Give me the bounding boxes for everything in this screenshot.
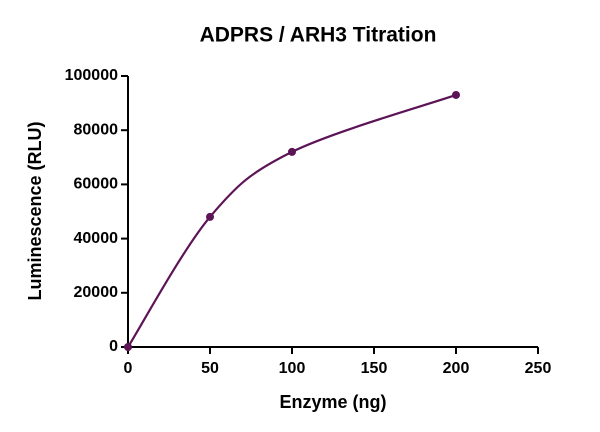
y-axis-label: Luminescence (RLU) [25, 121, 45, 300]
y-tick-label: 40000 [74, 230, 119, 247]
x-tick-label: 0 [124, 360, 133, 377]
x-tick-label: 150 [361, 360, 388, 377]
chart-title: ADPRS / ARH3 Titration [200, 24, 437, 47]
data-line [127, 93, 457, 348]
data-point [206, 212, 214, 221]
x-axis-label: Enzyme (ng) [279, 392, 386, 412]
data-point [288, 147, 296, 156]
y-tick-label: 80000 [74, 121, 119, 138]
data-point [452, 90, 460, 99]
y-tick-label: 100000 [65, 67, 118, 84]
x-tick-label: 100 [279, 360, 306, 377]
x-tick-label: 250 [525, 360, 552, 377]
data-point [124, 343, 132, 351]
y-tick-label: 0 [109, 338, 118, 355]
y-tick-label: 60000 [74, 176, 119, 193]
y-tick-label: 20000 [74, 284, 119, 301]
x-tick-label: 200 [443, 360, 470, 377]
x-tick-label: 50 [201, 360, 219, 377]
